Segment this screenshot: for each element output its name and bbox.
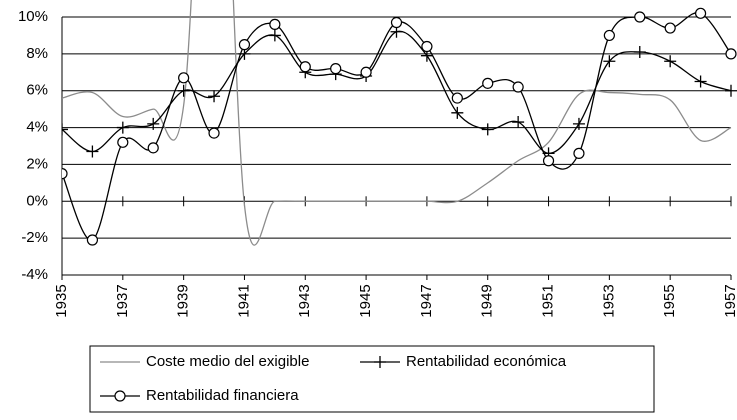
y-tick-label: 4%: [26, 119, 48, 136]
x-tick-label: 1947: [418, 284, 435, 317]
legend-box: [89, 345, 655, 413]
series-line: [62, 30, 732, 155]
marker: [664, 55, 677, 68]
marker: [633, 46, 646, 59]
marker: [208, 127, 220, 139]
marker: [664, 22, 676, 34]
marker: [62, 168, 68, 180]
legend-label: Rentabilidad financiera: [146, 387, 299, 404]
marker: [725, 48, 737, 60]
marker: [86, 234, 99, 246]
marker: [725, 84, 737, 97]
marker: [512, 116, 525, 129]
marker: [482, 77, 494, 89]
marker: [268, 29, 281, 42]
marker: [117, 136, 129, 148]
marker: [330, 62, 342, 75]
x-tick-label: 1953: [600, 284, 617, 317]
plot-area: [62, 0, 737, 246]
marker: [299, 61, 311, 73]
x-tick-label: 1949: [479, 284, 496, 317]
marker: [147, 142, 159, 154]
series-line: [62, 12, 732, 241]
marker: [360, 66, 372, 78]
x-tick-label: 1935: [53, 284, 70, 317]
series-line: [62, 0, 732, 246]
y-tick-label: 6%: [26, 82, 48, 99]
marker: [208, 90, 221, 103]
marker: [603, 55, 616, 68]
marker: [481, 123, 494, 136]
marker: [269, 18, 281, 30]
marker: [147, 117, 160, 130]
y-tick-label: 8%: [26, 45, 48, 62]
legend-label: Rentabilidad económica: [406, 353, 567, 370]
y-tick-label: 2%: [26, 155, 48, 172]
marker: [374, 356, 386, 368]
x-tick-label: 1951: [540, 284, 557, 317]
marker: [694, 75, 707, 88]
marker: [451, 106, 464, 119]
marker: [603, 29, 615, 42]
marker: [542, 155, 555, 167]
y-tick-label: 10%: [18, 8, 48, 25]
marker: [512, 81, 524, 93]
marker: [116, 121, 129, 134]
x-tick-label: 1939: [175, 284, 192, 317]
x-tick-label: 1943: [296, 284, 313, 317]
legend-label: Coste medio del exigible: [146, 353, 309, 370]
x-tick-label: 1945: [357, 284, 374, 317]
marker: [62, 123, 68, 136]
x-tick-label: 1955: [661, 284, 678, 317]
x-tick-label: 1957: [722, 284, 737, 317]
y-tick-label: -2%: [21, 229, 48, 246]
marker: [573, 147, 585, 159]
marker: [177, 84, 190, 97]
y-tick-label: 0%: [26, 192, 48, 209]
marker: [178, 72, 190, 84]
marker: [390, 16, 403, 29]
marker: [421, 40, 433, 53]
marker: [694, 7, 707, 19]
x-tick-label: 1937: [114, 284, 131, 317]
marker: [114, 390, 126, 402]
marker: [238, 39, 251, 51]
marker: [572, 117, 585, 130]
x-tick-label: 1941: [235, 284, 252, 317]
marker: [634, 11, 646, 23]
marker: [86, 145, 99, 158]
y-tick-label: -4%: [21, 266, 48, 283]
marker: [451, 92, 463, 104]
